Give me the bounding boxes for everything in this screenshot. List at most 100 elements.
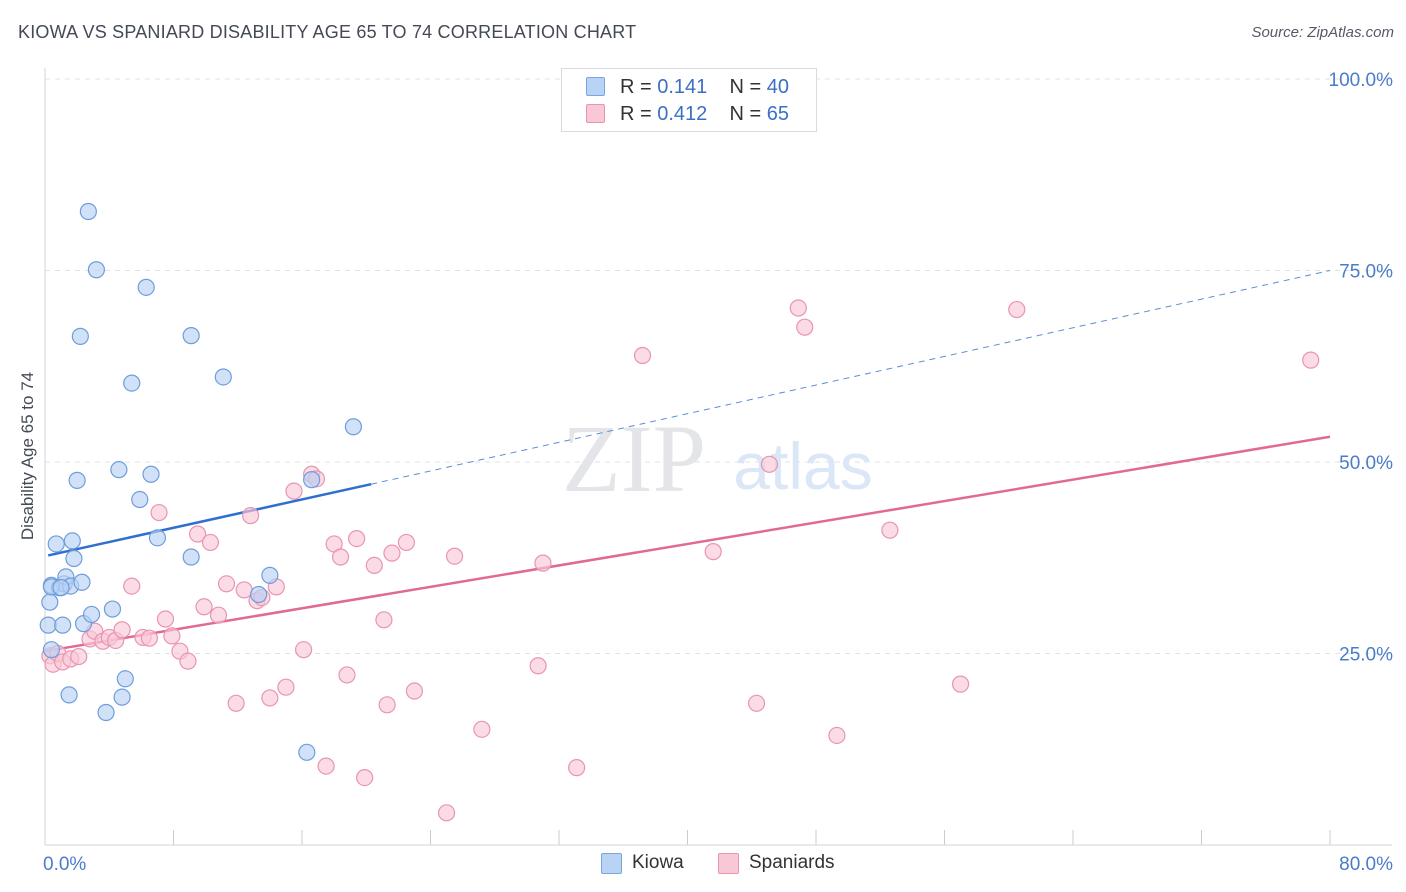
- spaniards-point[interactable]: [338, 666, 356, 684]
- spaniards-point[interactable]: [378, 696, 396, 714]
- chart-title: KIOWA VS SPANIARD DISABILITY AGE 65 TO 7…: [18, 22, 637, 42]
- kiowa-point[interactable]: [97, 703, 115, 722]
- spaniards-point[interactable]: [383, 544, 401, 562]
- spaniards-legend-label: Spaniards: [749, 852, 835, 873]
- spaniards-point[interactable]: [397, 533, 416, 552]
- spaniards-point[interactable]: [195, 598, 213, 616]
- spaniards-point[interactable]: [534, 554, 552, 572]
- spaniards-point[interactable]: [261, 689, 279, 707]
- spaniards-point[interactable]: [445, 547, 464, 565]
- kiowa-point[interactable]: [250, 585, 268, 604]
- kiowa-point[interactable]: [182, 548, 200, 566]
- kiowa-point[interactable]: [116, 670, 134, 688]
- kiowa-point[interactable]: [214, 368, 232, 386]
- kiowa-point[interactable]: [65, 549, 83, 568]
- kiowa-point[interactable]: [148, 529, 167, 547]
- spaniards-point[interactable]: [123, 577, 141, 595]
- spaniards-point[interactable]: [285, 482, 303, 500]
- y-tick-label: 100.0%: [1329, 70, 1394, 91]
- spaniards-point[interactable]: [828, 726, 846, 745]
- spaniards-point[interactable]: [568, 759, 586, 777]
- kiowa-swatch: [586, 77, 605, 96]
- spaniards-point[interactable]: [163, 627, 181, 645]
- kiowa-point[interactable]: [79, 202, 97, 221]
- spaniards-point[interactable]: [295, 641, 313, 659]
- kiowa-point[interactable]: [261, 566, 279, 584]
- source-credit: Source: ZipAtlas.com: [1251, 24, 1394, 41]
- spaniards-point[interactable]: [113, 621, 131, 639]
- spaniards-point[interactable]: [209, 606, 228, 624]
- spaniards-point[interactable]: [704, 543, 722, 561]
- kiowa-point[interactable]: [142, 465, 160, 483]
- kiowa-point[interactable]: [41, 593, 59, 611]
- kiowa-point[interactable]: [82, 605, 101, 624]
- spaniards-point[interactable]: [317, 757, 335, 775]
- kiowa-point[interactable]: [54, 616, 72, 634]
- kiowa-point[interactable]: [73, 573, 91, 591]
- spaniards-r-label: R =: [620, 103, 652, 125]
- kiowa-point[interactable]: [123, 374, 141, 392]
- kiowa-point[interactable]: [39, 616, 57, 634]
- correlation-legend: R = 0.141 N = 40 R = 0.412 N = 65: [561, 68, 817, 132]
- axes-layer: [44, 68, 1392, 846]
- kiowa-point[interactable]: [47, 535, 65, 553]
- kiowa-n-label: N =: [729, 76, 762, 98]
- spaniards-point[interactable]: [227, 694, 245, 712]
- kiowa-point[interactable]: [182, 327, 200, 345]
- spaniards-n-value: 65: [766, 103, 790, 125]
- kiowa-point[interactable]: [87, 261, 106, 279]
- spaniards-point[interactable]: [188, 525, 207, 543]
- watermark-atlas: atlas: [733, 429, 872, 503]
- spaniards-point[interactable]: [356, 768, 374, 787]
- spaniards-point[interactable]: [242, 507, 260, 525]
- spaniards-point[interactable]: [747, 694, 766, 712]
- spaniards-point[interactable]: [1302, 351, 1320, 369]
- spaniards-point[interactable]: [951, 675, 970, 693]
- kiowa-point[interactable]: [52, 579, 70, 597]
- spaniards-point[interactable]: [331, 548, 350, 566]
- kiowa-trend-line: [47, 482, 372, 557]
- kiowa-r-value: 0.141: [657, 76, 708, 98]
- kiowa-point[interactable]: [42, 641, 61, 659]
- kiowa-point[interactable]: [60, 686, 78, 704]
- kiowa-point[interactable]: [303, 471, 321, 489]
- spaniards-point[interactable]: [150, 503, 168, 522]
- spaniards-point[interactable]: [179, 652, 197, 670]
- spaniards-point[interactable]: [235, 581, 253, 599]
- spaniards-point[interactable]: [1008, 300, 1026, 319]
- spaniards-point[interactable]: [156, 610, 175, 628]
- spaniards-point[interactable]: [201, 533, 220, 552]
- spaniards-point[interactable]: [473, 720, 491, 738]
- spaniards-point[interactable]: [405, 682, 424, 700]
- spaniards-point[interactable]: [70, 647, 88, 666]
- kiowa-point[interactable]: [110, 461, 128, 479]
- spaniards-point[interactable]: [633, 346, 652, 365]
- spaniards-point[interactable]: [437, 804, 456, 822]
- kiowa-point[interactable]: [113, 688, 131, 706]
- x-tick-label-min: 0.0%: [43, 854, 86, 875]
- watermark-zip: ZIP: [562, 405, 706, 512]
- kiowa-point[interactable]: [103, 600, 122, 618]
- points-layer: [39, 202, 1320, 822]
- kiowa-point[interactable]: [71, 327, 89, 345]
- spaniards-point[interactable]: [277, 678, 295, 696]
- spaniards-point[interactable]: [760, 455, 779, 473]
- spaniards-point[interactable]: [348, 529, 366, 548]
- spaniards-point[interactable]: [796, 318, 814, 336]
- spaniards-point[interactable]: [789, 299, 807, 317]
- spaniards-point[interactable]: [375, 611, 393, 629]
- y-tick-label: 25.0%: [1339, 645, 1393, 666]
- kiowa-point[interactable]: [137, 278, 155, 296]
- kiowa-point[interactable]: [344, 418, 362, 436]
- kiowa-point[interactable]: [63, 532, 81, 550]
- kiowa-point[interactable]: [131, 490, 149, 509]
- spaniards-point[interactable]: [365, 556, 383, 575]
- spaniards-point[interactable]: [140, 629, 159, 647]
- spaniards-point[interactable]: [881, 521, 899, 539]
- spaniards-point[interactable]: [529, 657, 547, 675]
- spaniards-n-label: N =: [729, 103, 762, 125]
- kiowa-point[interactable]: [298, 743, 316, 761]
- kiowa-point[interactable]: [68, 471, 86, 489]
- spaniards-point[interactable]: [217, 575, 236, 593]
